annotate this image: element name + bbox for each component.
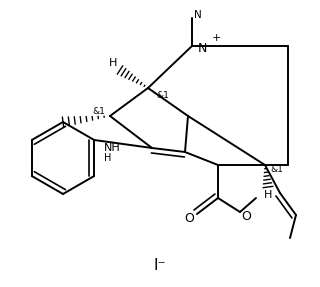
- Text: H: H: [264, 190, 272, 200]
- Text: O: O: [241, 210, 251, 224]
- Text: &1: &1: [156, 92, 169, 100]
- Text: I⁻: I⁻: [154, 257, 166, 272]
- Text: +: +: [212, 33, 221, 43]
- Text: &1: &1: [92, 106, 105, 115]
- Text: N: N: [194, 10, 202, 20]
- Text: H: H: [109, 58, 117, 68]
- Text: H: H: [104, 153, 112, 163]
- Text: N: N: [198, 42, 207, 55]
- Text: NH: NH: [104, 143, 121, 153]
- Text: &1: &1: [270, 166, 283, 174]
- Text: O: O: [184, 212, 194, 226]
